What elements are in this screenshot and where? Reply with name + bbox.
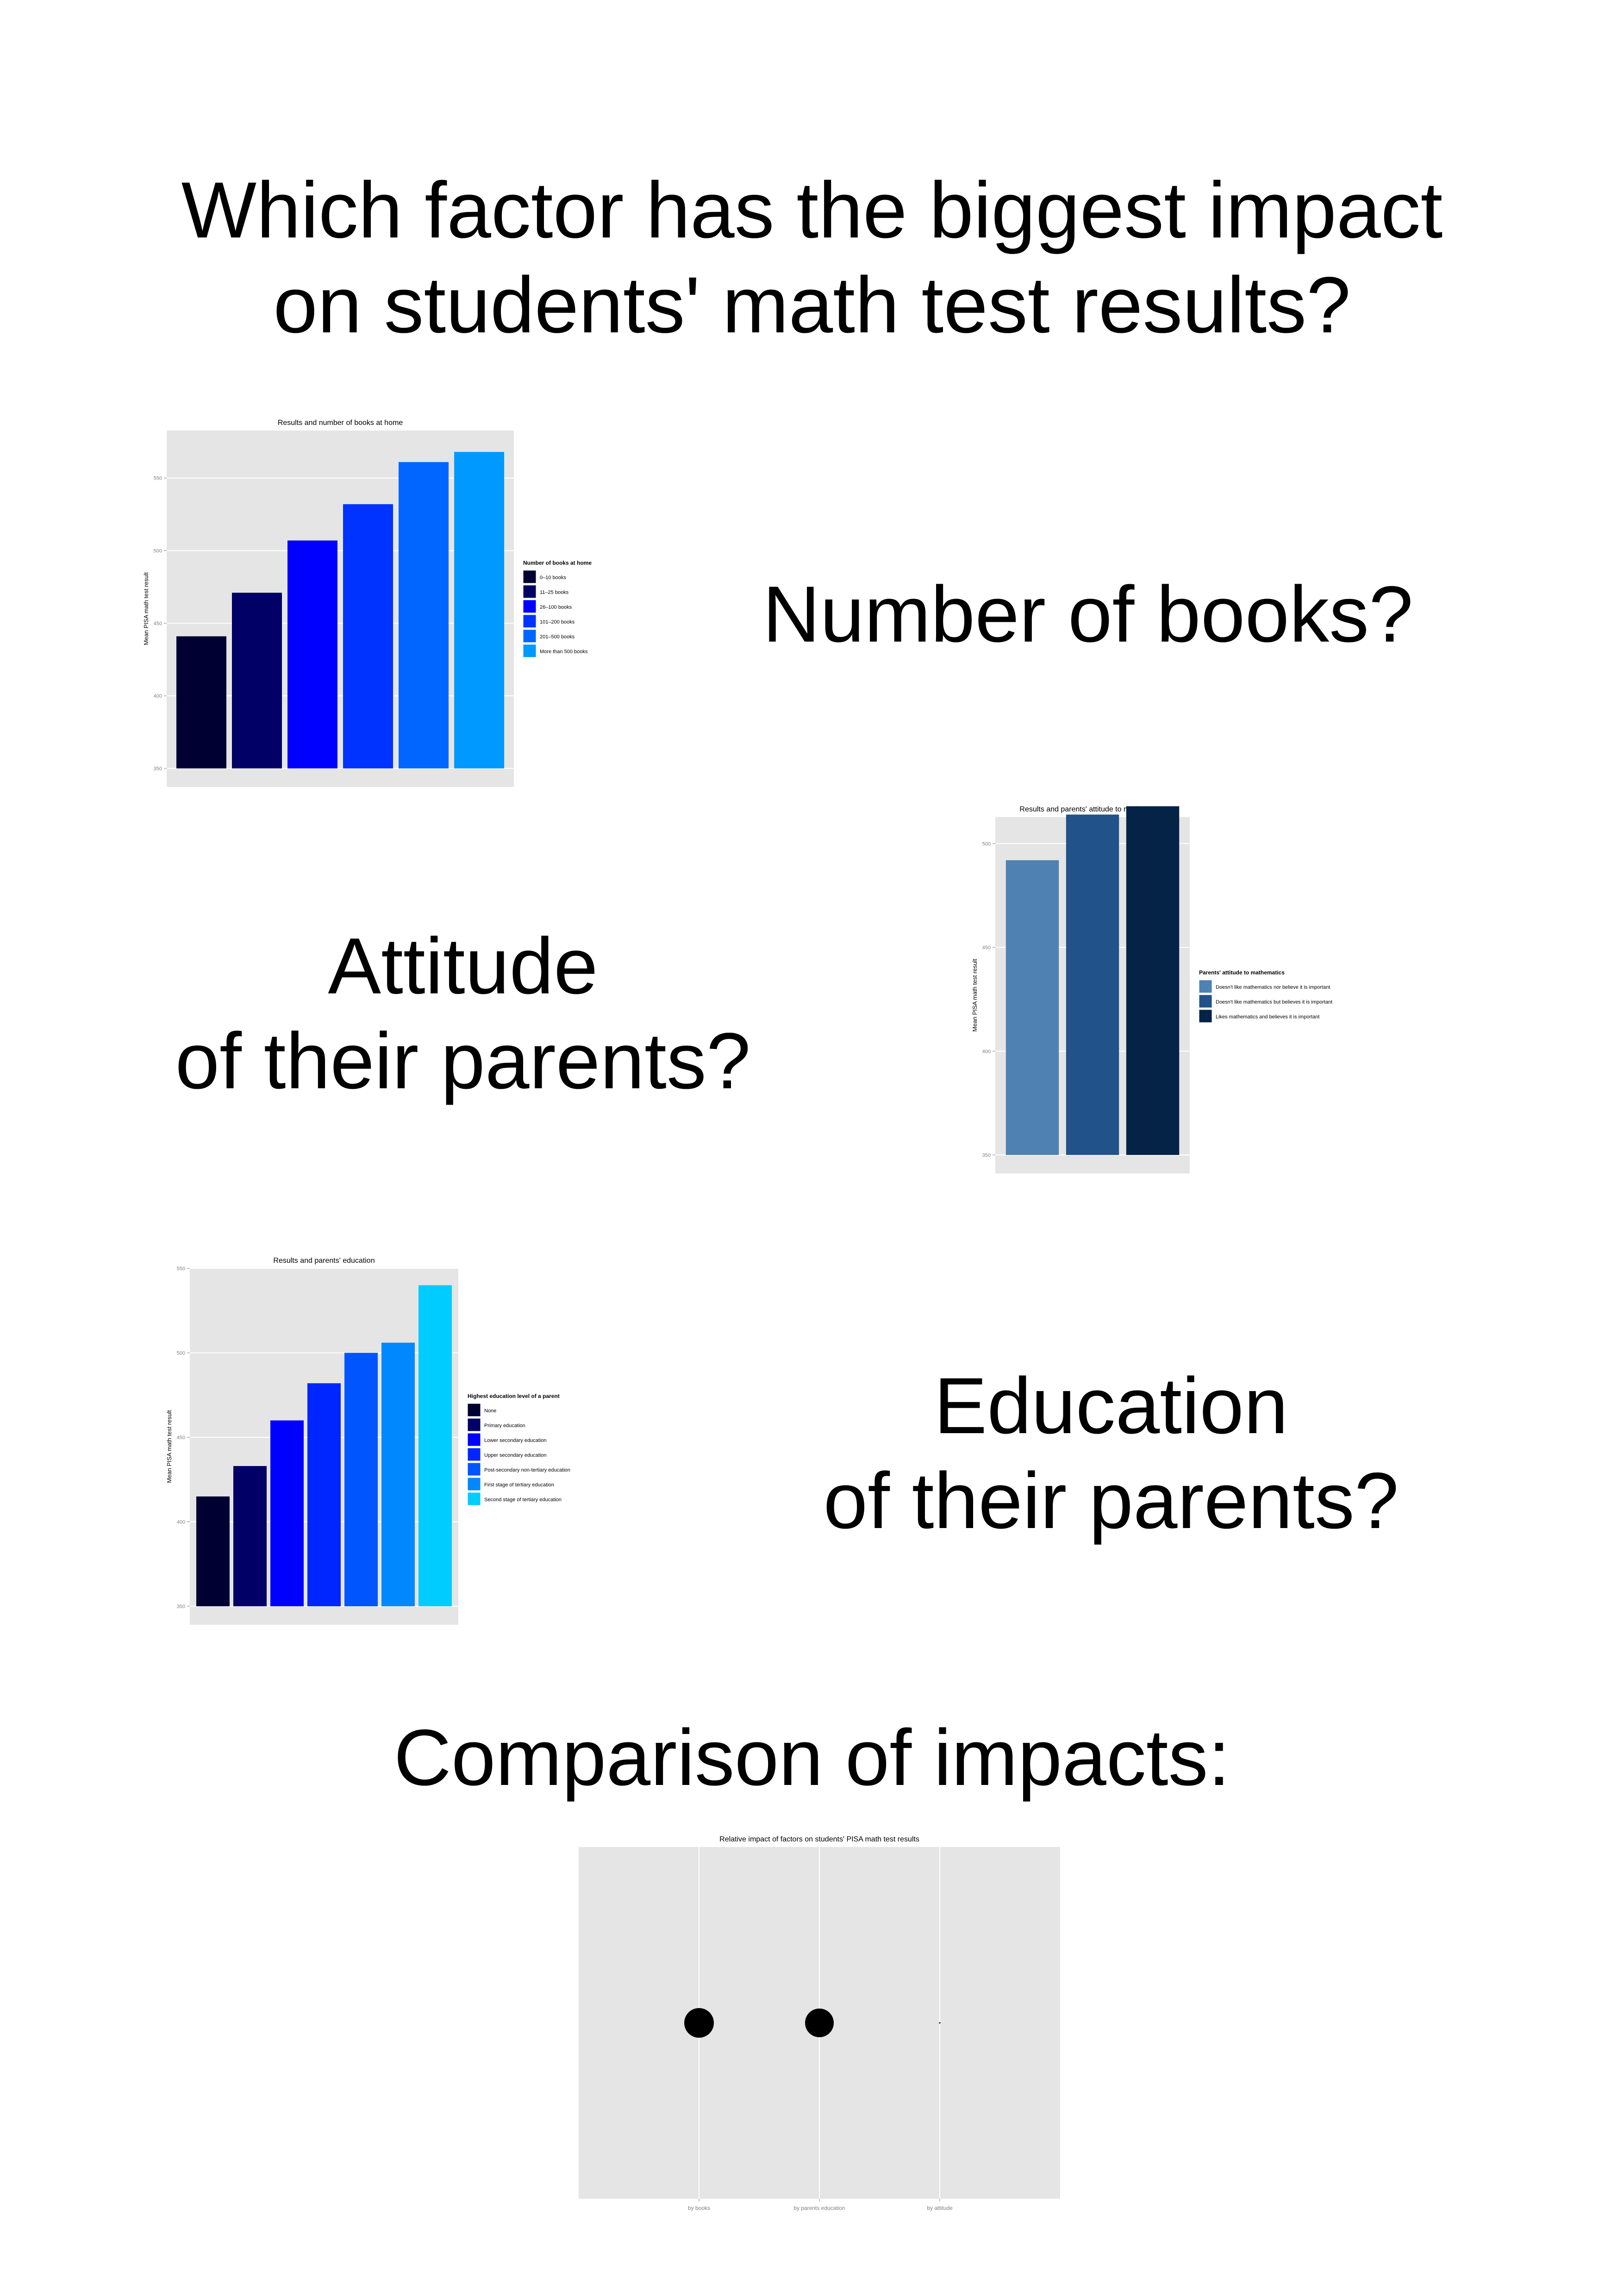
legend-title: Parents' attitude to mathematics [1199,969,1285,976]
y-axis-label: Mean PISA math test result [971,959,978,1032]
bar [381,1342,415,1606]
legend-swatch [1199,994,1212,1008]
legend-swatch [467,1433,481,1447]
education-question: Education of their parents? [823,1361,1399,1545]
bar [233,1466,267,1606]
books-question: Number of books? [762,570,1413,659]
legend-label: 201–500 books [540,634,575,640]
page-title: Which factor has the biggest impact on s… [181,166,1443,349]
attitude-question: Attitude of their parents? [175,922,751,1105]
legend-swatch [523,629,537,643]
chart-title: Relative impact of factors on students' … [719,1835,919,1843]
legend-swatch [467,1418,481,1432]
legend-label: More than 500 books [540,649,588,655]
education-chart: Results and parents' education 350 400 450 5… [166,1257,570,1625]
y-tick-label: 400 [154,693,162,699]
legend-title: Highest education level of a parent [468,1393,560,1399]
bar [287,540,337,768]
bar [1006,860,1059,1155]
y-axis-label: Mean PISA math test result [166,1410,173,1483]
legend-label: 11–25 books [540,590,569,595]
y-tick-label: 550 [177,1266,185,1272]
bar [307,1383,341,1606]
legend-swatch [523,585,537,599]
y-tick-label: 500 [177,1351,185,1356]
y-tick-label: 400 [177,1520,185,1525]
y-tick-label: 450 [982,945,991,951]
legend-swatch [523,644,537,658]
point [684,2008,714,2038]
legend-label: None [484,1408,496,1414]
legend-swatch [467,1403,481,1417]
bar [196,1496,230,1606]
legend-label: Upper secondary education [484,1453,547,1458]
books-chart: Results and number of books at home 350 40… [143,419,592,787]
bar [418,1285,452,1606]
bar [399,462,449,768]
y-tick-label: 500 [154,549,162,554]
legend-label: Primary education [484,1423,525,1429]
y-tick-label: 400 [982,1049,991,1054]
impact-comparison-chart: Relative impact of factors on students' … [579,1835,1060,2211]
legend-label: Doesn't like mathematics but believes it… [1216,999,1332,1005]
legend-label: Post-secondary non-tertiary education [484,1467,570,1473]
bar [270,1420,304,1606]
bar [344,1353,378,1606]
attitude-chart: Results and parents' attitude to mathema… [971,805,1332,1173]
bar [1066,814,1119,1155]
legend-swatch [523,614,537,628]
legend-label: First stage of tertiary education [484,1482,554,1488]
x-tick-label: by books [688,2205,710,2211]
legend-swatch [467,1447,481,1461]
legend-swatch [1199,980,1212,993]
legend-label: 101–200 books [540,619,575,625]
legend-swatch [523,570,537,584]
comparison-heading: Comparison of impacts: [394,1713,1230,1802]
legend-label: Doesn't like mathematics nor believe it … [1216,985,1330,990]
y-axis-label: Mean PISA math test result [143,572,150,645]
legend-label: Likes mathematics and believes it is imp… [1216,1014,1319,1020]
y-tick-label: 450 [177,1435,185,1441]
y-tick-label: 350 [154,766,162,772]
y-tick-label: 450 [154,621,162,626]
legend-label: 0–10 books [540,575,566,580]
bar [454,452,504,768]
y-tick-label: 500 [982,841,991,847]
y-tick-label: 550 [154,476,162,481]
bar [1126,806,1180,1155]
bar [176,636,226,768]
x-tick-label: by parents education [793,2205,845,2211]
legend-title: Number of books at home [523,560,592,566]
bar [343,504,393,768]
chart-title: Results and number of books at home [278,419,403,427]
legend-swatch [523,599,537,613]
y-tick-label: 350 [982,1153,991,1158]
y-tick-label: 350 [177,1604,185,1610]
x-tick-label: by attitude [927,2205,953,2211]
point [939,2022,941,2024]
legend-swatch [467,1477,481,1491]
legend-label: 26–100 books [540,605,572,610]
legend-label: Second stage of tertiary education [484,1497,562,1503]
bar [232,593,282,768]
chart-title: Results and parents' education [273,1257,375,1265]
legend-swatch [467,1492,481,1506]
legend-swatch [1199,1009,1212,1023]
legend-swatch [467,1462,481,1476]
legend-label: Lower secondary education [484,1438,547,1443]
point [805,2009,834,2037]
